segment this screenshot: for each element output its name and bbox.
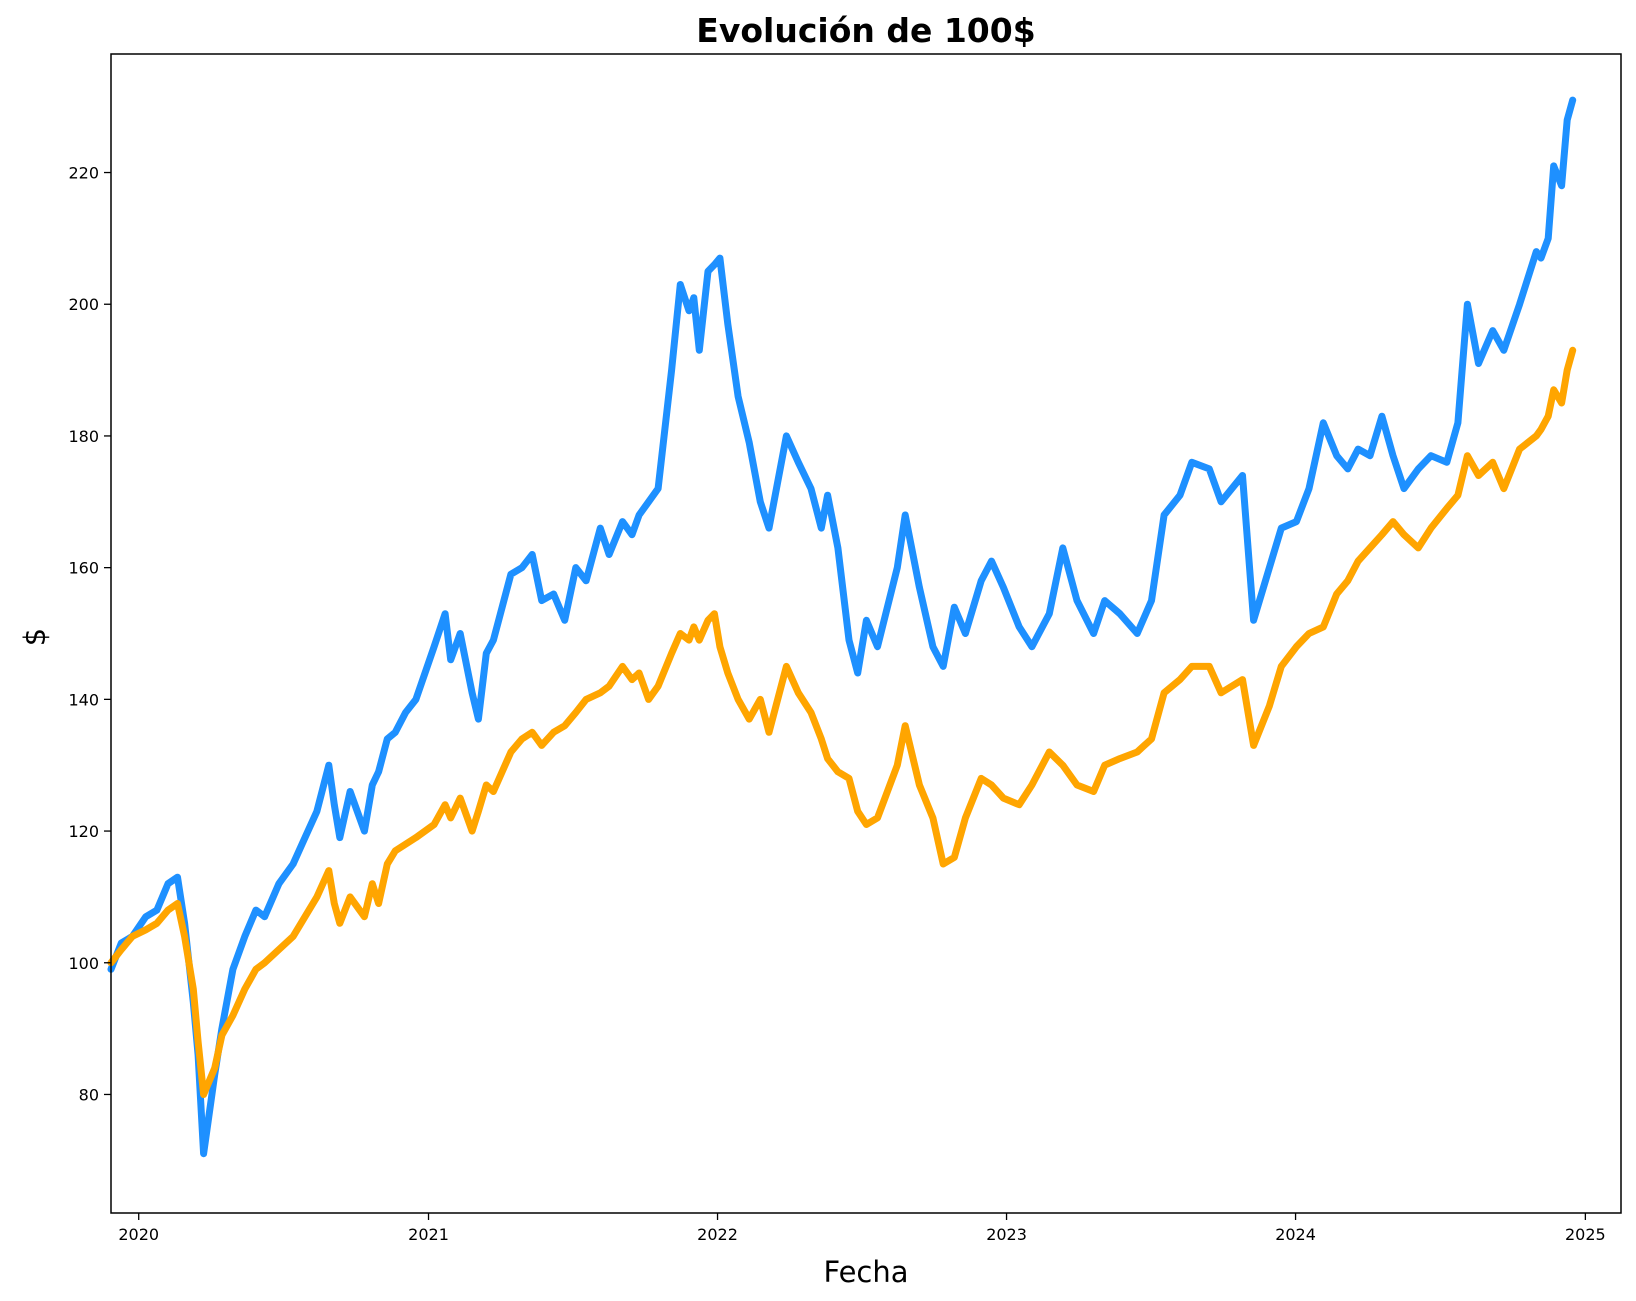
y-tick-label: 80 — [79, 1085, 99, 1104]
y-tick-label: 200 — [68, 295, 99, 314]
y-tick-label: 220 — [68, 164, 99, 183]
x-tick-label: 2022 — [697, 1225, 738, 1244]
series-line-1 — [107, 96, 1577, 1158]
y-axis: 80 100 120 140 160 180 200 220 — [68, 164, 111, 1104]
x-tick-label: 2024 — [1275, 1225, 1316, 1244]
y-tick-label: 160 — [68, 559, 99, 578]
y-tick-label: 140 — [68, 690, 99, 709]
x-axis-label: Fecha — [823, 1255, 908, 1289]
y-axis-label: $ — [18, 628, 52, 646]
x-tick-label: 2023 — [986, 1225, 1027, 1244]
x-tick-label: 2025 — [1565, 1225, 1606, 1244]
x-axis: 2020 2021 2022 2023 2024 2025 — [118, 1213, 1606, 1244]
y-tick-label: 120 — [68, 822, 99, 841]
plot-frame — [110, 53, 1622, 1214]
y-tick-label: 180 — [68, 427, 99, 446]
x-tick-label: 2020 — [118, 1225, 159, 1244]
chart-title: Evolución de 100$ — [696, 11, 1035, 50]
series-layer — [107, 96, 1577, 1158]
y-tick-label: 100 — [68, 954, 99, 973]
series-line-2 — [107, 346, 1577, 1098]
x-tick-label: 2021 — [408, 1225, 449, 1244]
